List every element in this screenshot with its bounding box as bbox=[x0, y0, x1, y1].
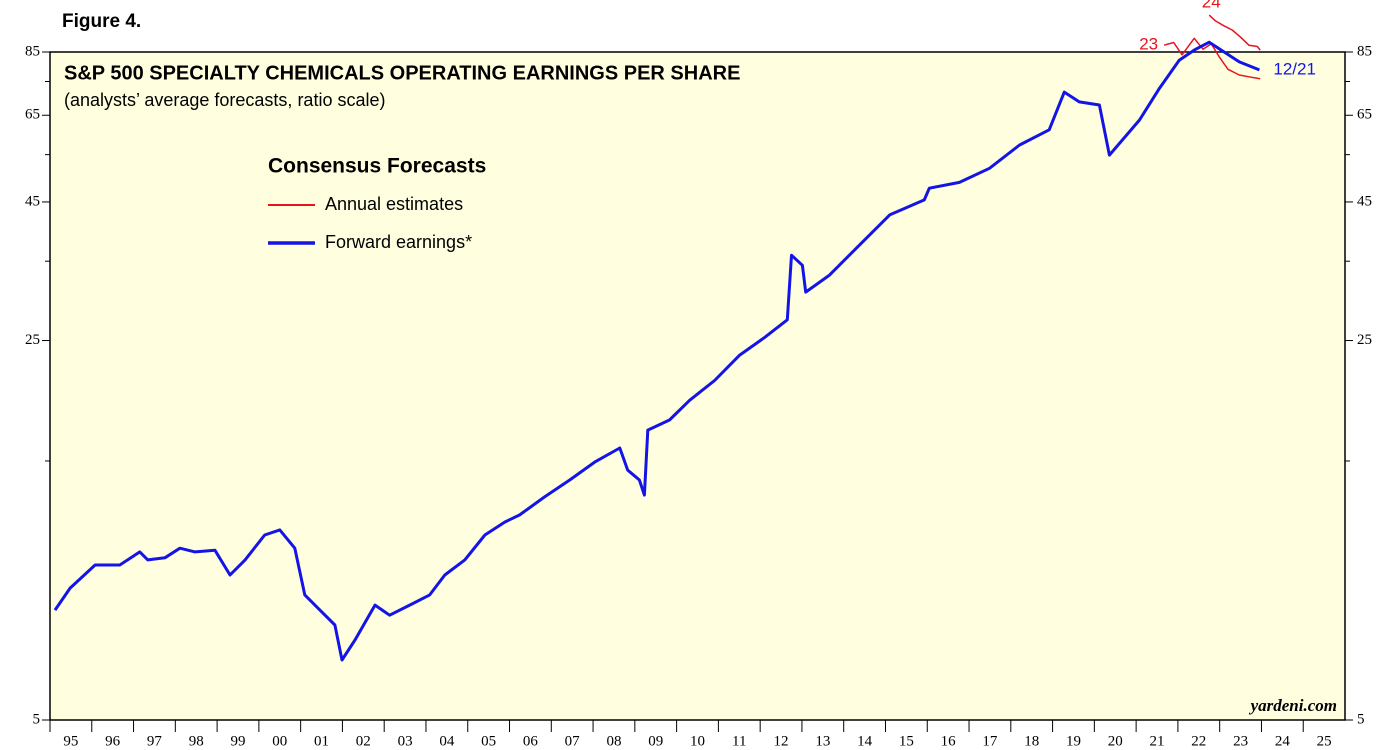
x-tick-label: 99 bbox=[230, 733, 245, 749]
x-tick-label: 17 bbox=[982, 733, 998, 749]
y-tick-label: 45 bbox=[25, 193, 40, 209]
y-tick-label: 65 bbox=[25, 107, 40, 123]
x-tick-label: 19 bbox=[1066, 733, 1081, 749]
x-tick-label: 00 bbox=[272, 733, 287, 749]
series-label: 24 bbox=[1202, 0, 1221, 12]
x-tick-label: 15 bbox=[899, 733, 914, 749]
x-tick-label: 06 bbox=[523, 733, 539, 749]
x-tick-label: 04 bbox=[439, 733, 455, 749]
x-tick-label: 95 bbox=[63, 733, 78, 749]
x-tick-label: 03 bbox=[398, 733, 413, 749]
x-tick-label: 21 bbox=[1150, 733, 1165, 749]
x-tick-label: 24 bbox=[1275, 733, 1291, 749]
x-tick-label: 09 bbox=[648, 733, 663, 749]
legend-label: Annual estimates bbox=[325, 194, 463, 214]
x-tick-label: 11 bbox=[732, 733, 746, 749]
series-line bbox=[1208, 14, 1261, 51]
chart-title: S&P 500 SPECIALTY CHEMICALS OPERATING EA… bbox=[64, 62, 740, 84]
x-tick-label: 10 bbox=[690, 733, 705, 749]
y2-tick-label: 65 bbox=[1357, 107, 1372, 123]
x-tick-label: 25 bbox=[1317, 733, 1332, 749]
y2-tick-label: 25 bbox=[1357, 332, 1372, 348]
plot-area bbox=[49, 51, 1346, 721]
series-label: 23 bbox=[1139, 35, 1158, 54]
y2-tick-label: 85 bbox=[1357, 43, 1372, 59]
end-annotation: 12/21 bbox=[1273, 59, 1316, 78]
legend-title: Consensus Forecasts bbox=[268, 155, 486, 178]
y-tick-label: 85 bbox=[25, 43, 40, 59]
legend-label: Forward earnings* bbox=[325, 232, 472, 252]
source: yardeni.com bbox=[1249, 696, 1337, 715]
x-tick-label: 14 bbox=[857, 733, 873, 749]
x-tick-label: 96 bbox=[105, 733, 121, 749]
y-tick-label: 5 bbox=[33, 711, 41, 727]
y2-tick-label: 45 bbox=[1357, 193, 1372, 209]
x-tick-label: 97 bbox=[147, 733, 163, 749]
y2-tick-label: 5 bbox=[1357, 711, 1365, 727]
x-tick-label: 13 bbox=[815, 733, 830, 749]
series-line bbox=[53, 40, 1260, 662]
chart-subtitle: (analysts’ average forecasts, ratio scal… bbox=[64, 90, 385, 110]
x-tick-label: 02 bbox=[356, 733, 371, 749]
x-tick-label: 08 bbox=[606, 733, 621, 749]
x-tick-label: 20 bbox=[1108, 733, 1123, 749]
x-tick-label: 05 bbox=[481, 733, 496, 749]
x-tick-label: 98 bbox=[189, 733, 204, 749]
x-tick-label: 16 bbox=[941, 733, 957, 749]
y-tick-label: 25 bbox=[25, 332, 40, 348]
x-tick-label: 01 bbox=[314, 733, 329, 749]
x-tick-label: 18 bbox=[1024, 733, 1039, 749]
x-tick-label: 22 bbox=[1191, 733, 1206, 749]
x-tick-label: 23 bbox=[1233, 733, 1248, 749]
x-tick-label: 07 bbox=[565, 733, 581, 749]
figure-label: Figure 4. bbox=[62, 11, 141, 32]
x-tick-label: 12 bbox=[774, 733, 789, 749]
